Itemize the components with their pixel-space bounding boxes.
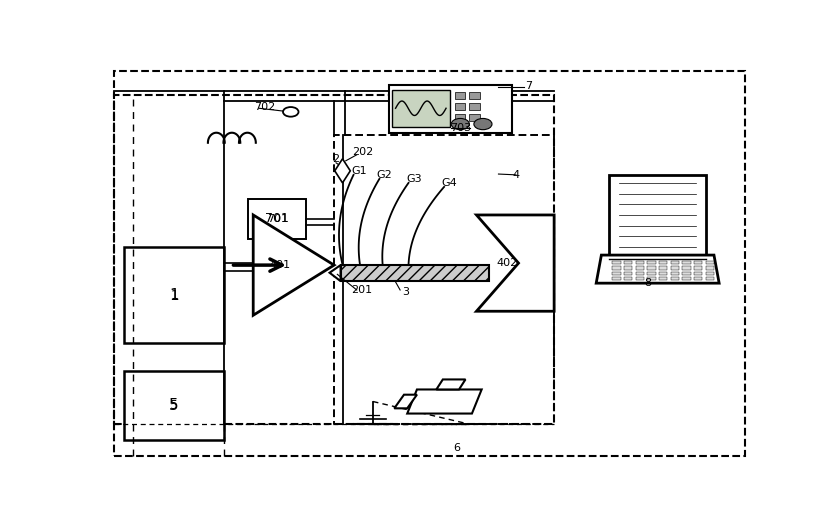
Text: 703: 703 <box>450 122 471 132</box>
Bar <box>124 247 224 343</box>
Bar <box>647 261 655 264</box>
Circle shape <box>283 107 298 117</box>
Bar <box>659 277 667 280</box>
Bar <box>469 92 479 99</box>
Bar <box>694 266 702 269</box>
Text: 201: 201 <box>352 286 372 295</box>
Polygon shape <box>253 215 334 315</box>
Bar <box>706 277 714 280</box>
Bar <box>682 266 691 269</box>
Text: 202: 202 <box>352 146 374 157</box>
Text: G1: G1 <box>351 166 367 176</box>
Polygon shape <box>335 159 351 183</box>
Polygon shape <box>407 390 482 414</box>
Text: 402: 402 <box>497 258 519 268</box>
Text: 5: 5 <box>170 399 178 412</box>
Text: 701: 701 <box>266 214 288 224</box>
Text: G2: G2 <box>377 170 392 180</box>
Bar <box>624 271 632 275</box>
Bar <box>469 114 479 121</box>
Bar <box>635 277 644 280</box>
Bar <box>706 266 714 269</box>
Bar <box>659 271 667 275</box>
Text: 1: 1 <box>170 289 178 302</box>
Text: 2: 2 <box>332 154 340 164</box>
Text: 7: 7 <box>524 81 532 91</box>
Bar <box>248 199 306 239</box>
Bar <box>659 261 667 264</box>
Bar <box>635 261 644 264</box>
Text: 702: 702 <box>254 103 276 113</box>
Text: 1: 1 <box>170 288 179 303</box>
Polygon shape <box>596 255 719 283</box>
Bar <box>647 271 655 275</box>
Bar <box>694 261 702 264</box>
Bar <box>635 266 644 269</box>
Bar <box>635 271 644 275</box>
Polygon shape <box>609 175 706 259</box>
Text: 701: 701 <box>266 213 289 226</box>
Bar <box>334 135 554 424</box>
Bar <box>455 92 465 99</box>
Bar <box>647 266 655 269</box>
Bar <box>682 271 691 275</box>
Bar <box>671 277 679 280</box>
Bar <box>341 265 489 281</box>
Bar <box>124 371 224 440</box>
Text: 401: 401 <box>270 260 291 270</box>
Text: G3: G3 <box>406 174 422 184</box>
Bar <box>612 277 620 280</box>
Text: 3: 3 <box>402 288 409 297</box>
Bar <box>682 277 691 280</box>
Text: G4: G4 <box>442 178 458 188</box>
Polygon shape <box>394 395 417 408</box>
Bar <box>624 261 632 264</box>
Bar <box>455 103 465 110</box>
Text: 5: 5 <box>170 398 179 413</box>
Bar <box>612 261 620 264</box>
Bar <box>647 277 655 280</box>
Bar <box>682 261 691 264</box>
Bar <box>392 90 450 127</box>
Bar <box>706 261 714 264</box>
Bar <box>706 271 714 275</box>
Bar <box>114 95 554 424</box>
Circle shape <box>474 118 492 130</box>
Polygon shape <box>477 215 554 311</box>
Polygon shape <box>437 379 465 390</box>
Bar <box>389 84 512 133</box>
Bar <box>469 103 479 110</box>
Text: 8: 8 <box>645 278 651 288</box>
Bar <box>624 266 632 269</box>
Polygon shape <box>330 265 341 281</box>
Text: 4: 4 <box>513 170 519 180</box>
Bar <box>671 261 679 264</box>
Bar <box>659 266 667 269</box>
Bar <box>671 266 679 269</box>
Bar <box>612 271 620 275</box>
Bar <box>694 277 702 280</box>
Bar <box>671 271 679 275</box>
Bar <box>694 271 702 275</box>
Circle shape <box>451 118 469 130</box>
Bar <box>612 266 620 269</box>
Text: 6: 6 <box>453 443 461 453</box>
Bar <box>455 114 465 121</box>
Bar <box>624 277 632 280</box>
